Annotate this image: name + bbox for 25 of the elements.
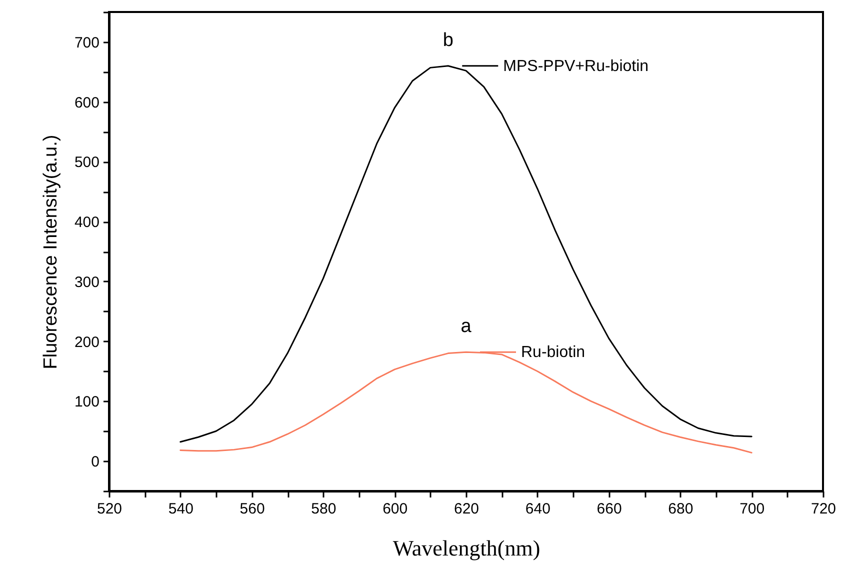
x-tick-label: 560 bbox=[240, 500, 265, 518]
legend-label: Ru-biotin bbox=[521, 344, 586, 362]
legend-label: MPS-PPV+Ru-biotin bbox=[503, 58, 649, 75]
y-tick-label: 600 bbox=[74, 94, 100, 112]
x-tick-label: 720 bbox=[810, 500, 836, 518]
x-axis-title: Wavelength(nm) bbox=[392, 536, 540, 560]
annotation: b bbox=[442, 30, 454, 51]
x-tick-label: 680 bbox=[668, 500, 694, 518]
y-tick-label: 400 bbox=[74, 214, 100, 232]
y-tick-label: 700 bbox=[74, 34, 100, 52]
y-tick-label: 0 bbox=[91, 454, 100, 471]
y-tick-label: 300 bbox=[74, 274, 100, 291]
x-tick-label: 580 bbox=[311, 500, 336, 518]
x-tick-label: 520 bbox=[96, 500, 122, 518]
y-axis-title: Fluorescence Intensity(a.u.) bbox=[40, 134, 62, 370]
y-tick-label: 500 bbox=[74, 154, 100, 172]
x-tick-label: 600 bbox=[382, 500, 408, 518]
y-tick-label: 100 bbox=[74, 394, 100, 411]
x-tick-label: 540 bbox=[168, 500, 194, 518]
x-tick-label: 620 bbox=[454, 500, 480, 518]
x-tick-label: 660 bbox=[596, 500, 622, 518]
y-tick-label: 200 bbox=[74, 334, 100, 351]
annotation: a bbox=[460, 316, 472, 338]
x-tick-label: 640 bbox=[525, 500, 550, 518]
x-tick-label: 700 bbox=[740, 500, 765, 518]
